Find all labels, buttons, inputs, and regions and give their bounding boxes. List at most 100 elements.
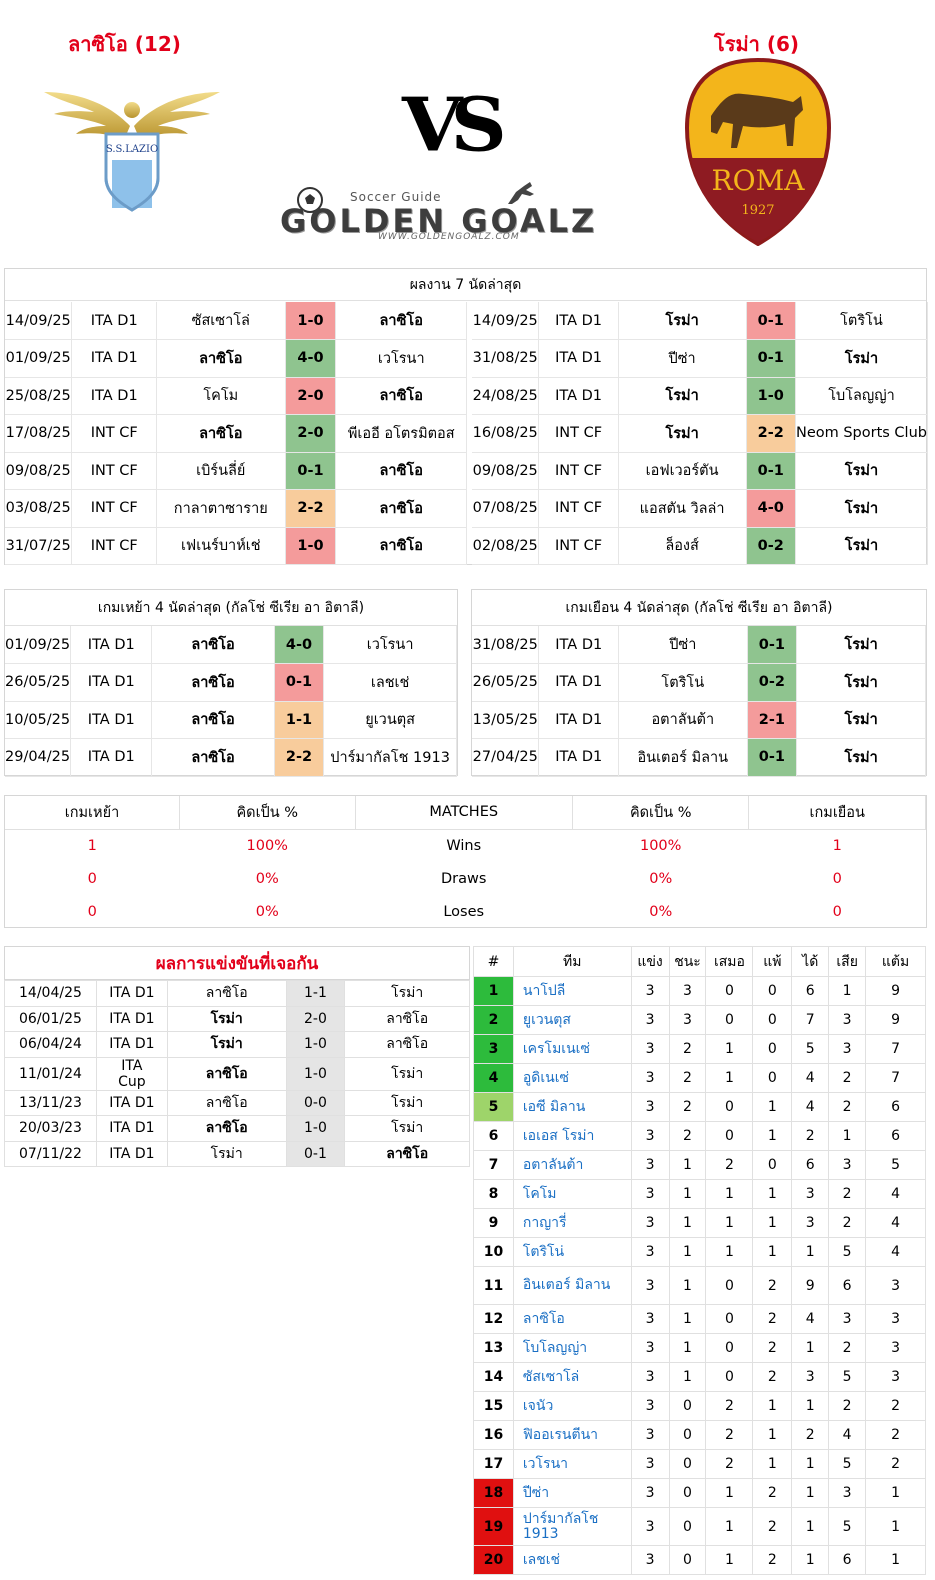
team-name[interactable]: โคโม bbox=[512, 1179, 632, 1209]
away-team[interactable]: ยูเวนตุส bbox=[323, 701, 457, 739]
score: 0-1 bbox=[747, 738, 798, 777]
away-team[interactable]: เวโรนา bbox=[323, 626, 457, 664]
home-team[interactable]: ลาซิโอ bbox=[166, 1089, 287, 1116]
team-name[interactable]: นาโปลี bbox=[512, 976, 632, 1006]
team-name[interactable]: อตาลันต้า bbox=[512, 1150, 632, 1180]
home-team[interactable]: ลาซิโอ bbox=[151, 738, 275, 777]
match-date: 20/03/23 bbox=[4, 1115, 97, 1142]
away-team[interactable]: โรม่า bbox=[344, 1056, 470, 1091]
team-name[interactable]: เอเอส โรม่า bbox=[512, 1121, 632, 1151]
home-team[interactable]: กาลาตาซาราย bbox=[156, 489, 286, 528]
table-header: ได้ bbox=[791, 946, 830, 977]
away-team[interactable]: โรม่า bbox=[795, 339, 929, 378]
away-team[interactable]: โรม่า bbox=[796, 701, 926, 739]
team-name[interactable]: โบโลญญ่า bbox=[512, 1333, 632, 1363]
table-position: 11 bbox=[473, 1266, 514, 1305]
home-team[interactable]: โรม่า bbox=[618, 302, 747, 340]
competition: ITA D1 bbox=[538, 738, 620, 777]
away-team[interactable]: พีเออี อโตรมิตอส bbox=[335, 414, 467, 453]
away-team[interactable]: โรม่า bbox=[795, 452, 929, 490]
away-team[interactable]: โรม่า bbox=[344, 1089, 470, 1116]
home-team[interactable]: เฟเนร์บาห์เช่ bbox=[156, 527, 286, 565]
table-stat: 5 bbox=[828, 1362, 867, 1392]
away-team[interactable]: โรม่า bbox=[344, 980, 470, 1007]
competition: ITA D1 bbox=[95, 1005, 168, 1032]
away-team[interactable]: ลาซิโอ bbox=[335, 489, 467, 528]
home-team[interactable]: โรม่า bbox=[166, 1005, 287, 1032]
home-team[interactable]: อตาลันต้า bbox=[618, 701, 748, 739]
away-team[interactable]: โรม่า bbox=[795, 527, 929, 565]
away-team[interactable]: ลาซิโอ bbox=[344, 1031, 470, 1058]
match-date: 26/05/25 bbox=[5, 663, 72, 702]
home-team[interactable]: ลาซิโอ bbox=[166, 1056, 287, 1091]
summary-panel: เกมเหย้า คิดเป็น % MATCHES คิดเป็น % เกมเยือ… bbox=[4, 795, 927, 928]
away-team[interactable]: โรม่า bbox=[796, 626, 926, 664]
away-team[interactable]: โตริโน่ bbox=[795, 302, 929, 340]
away-team[interactable]: ลาซิโอ bbox=[335, 377, 467, 415]
away-team[interactable]: ลาซิโอ bbox=[344, 1140, 470, 1167]
away-team[interactable]: เวโรนา bbox=[335, 339, 467, 378]
table-stat: 4 bbox=[865, 1208, 926, 1238]
away-team[interactable]: โบโลญญ่า bbox=[795, 377, 929, 415]
home-team[interactable]: ปีซ่า bbox=[618, 339, 747, 378]
away-team[interactable]: ลาซิโอ bbox=[335, 452, 467, 490]
away-team[interactable]: โรม่า bbox=[795, 489, 929, 528]
competition: INT CF bbox=[71, 414, 158, 453]
away-team[interactable]: ปาร์มากัลโช 1913 bbox=[323, 738, 457, 777]
team-name[interactable]: ยูเวนตุส bbox=[512, 1005, 632, 1035]
home-team[interactable]: ล็องส์ bbox=[618, 527, 747, 565]
home-team[interactable]: โรม่า bbox=[618, 414, 747, 453]
team-name[interactable]: ลาซิโอ bbox=[512, 1304, 632, 1334]
home-team[interactable]: ลาซิโอ bbox=[151, 663, 275, 702]
home-team[interactable]: ปีซ่า bbox=[618, 626, 748, 664]
table-stat: 1 bbox=[752, 1420, 793, 1450]
away-team[interactable]: เลชเช่ bbox=[323, 663, 457, 702]
team-name[interactable]: เจนัว bbox=[512, 1391, 632, 1421]
team-name[interactable]: เอซี มิลาน bbox=[512, 1092, 632, 1122]
team-name[interactable]: ปีซ่า bbox=[512, 1478, 632, 1508]
away-team[interactable]: ลาซิโอ bbox=[344, 1005, 470, 1032]
home-team-title: ลาซิโอ (12) bbox=[68, 32, 181, 56]
home-team[interactable]: โคโม bbox=[156, 377, 286, 415]
away-team[interactable]: Neom Sports Club bbox=[795, 414, 929, 453]
competition: ITA D1 bbox=[70, 738, 153, 777]
away-team[interactable]: โรม่า bbox=[796, 663, 926, 702]
home-team[interactable]: โรม่า bbox=[166, 1031, 287, 1058]
home-team[interactable]: ลาซิโอ bbox=[156, 414, 286, 453]
home-team[interactable]: ลาซิโอ bbox=[166, 980, 287, 1007]
team-name[interactable]: ซัสเซาโล่ bbox=[512, 1362, 632, 1392]
team-name[interactable]: อูดิเนเซ่ bbox=[512, 1063, 632, 1093]
away-team[interactable]: ลาซิโอ bbox=[335, 527, 467, 565]
team-name[interactable]: ฟิออเรนตีนา bbox=[512, 1420, 632, 1450]
away-team[interactable]: โรม่า bbox=[796, 738, 926, 777]
away-team[interactable]: โรม่า bbox=[344, 1115, 470, 1142]
team-name[interactable]: อินเตอร์ มิลาน bbox=[512, 1266, 632, 1305]
table-stat: 1 bbox=[791, 1449, 830, 1479]
away-team[interactable]: ลาซิโอ bbox=[335, 302, 467, 340]
team-name[interactable]: เลชเช่ bbox=[512, 1545, 632, 1575]
home-team[interactable]: ลาซิโอ bbox=[166, 1115, 287, 1142]
score: 4-0 bbox=[746, 489, 796, 528]
match-date: 31/08/25 bbox=[472, 626, 540, 664]
home-team[interactable]: โตริโน่ bbox=[618, 663, 748, 702]
competition: ITA D1 bbox=[95, 980, 168, 1007]
match-date: 10/05/25 bbox=[5, 701, 72, 739]
home-team[interactable]: แอสตัน วิลล่า bbox=[618, 489, 747, 528]
home-team[interactable]: เอฟเวอร์ตัน bbox=[618, 452, 747, 490]
home-team[interactable]: ลาซิโอ bbox=[156, 339, 286, 378]
score: 2-2 bbox=[746, 414, 796, 453]
table-stat: 2 bbox=[752, 1507, 793, 1546]
home-team[interactable]: โรม่า bbox=[166, 1140, 287, 1167]
team-name[interactable]: เครโมเนเซ่ bbox=[512, 1034, 632, 1064]
team-name[interactable]: เวโรนา bbox=[512, 1449, 632, 1479]
home-team[interactable]: โรม่า bbox=[618, 377, 747, 415]
team-name[interactable]: ปาร์มากัลโช 1913 bbox=[512, 1507, 632, 1546]
home-team[interactable]: ลาซิโอ bbox=[151, 701, 275, 739]
home-team[interactable]: เบิร์นลี่ย์ bbox=[156, 452, 286, 490]
home-team[interactable]: ซัสเซาโล่ bbox=[156, 302, 286, 340]
team-name[interactable]: โตริโน่ bbox=[512, 1237, 632, 1267]
home-team[interactable]: อินเตอร์ มิลาน bbox=[618, 738, 748, 777]
team-name[interactable]: กาญารี่ bbox=[512, 1208, 632, 1238]
home-team[interactable]: ลาซิโอ bbox=[151, 626, 275, 664]
score: 0-1 bbox=[746, 339, 796, 378]
